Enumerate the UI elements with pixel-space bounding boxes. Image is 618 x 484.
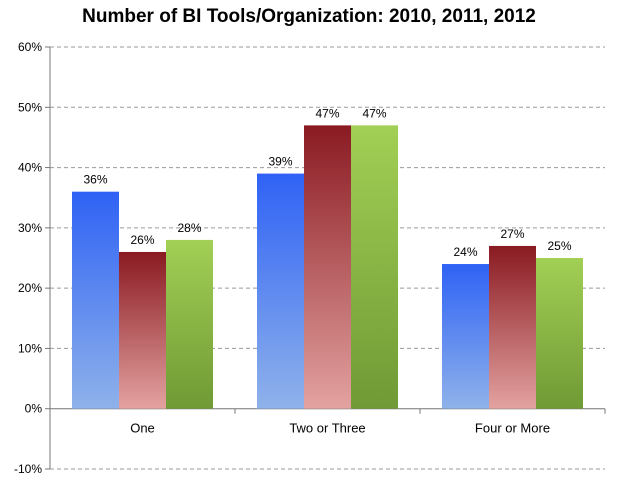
- bar-2012-one: [166, 239, 213, 409]
- data-labels: 36% 26% 28% 39% 47% 47% 24% 27% 25%: [83, 106, 571, 259]
- y-tick-label: 60%: [18, 40, 42, 54]
- data-label: 28%: [177, 221, 201, 235]
- bar-2010-two-or-three: [257, 173, 304, 409]
- x-category-label: Two or Three: [289, 421, 365, 436]
- bar-2010-four-or-more: [442, 264, 489, 409]
- data-label: 47%: [362, 106, 386, 120]
- chart-title: Number of BI Tools/Organization: 2010, 2…: [82, 6, 536, 27]
- data-label: 36%: [83, 173, 107, 187]
- y-tick-label: 30%: [18, 221, 42, 235]
- bar-2010-one: [72, 191, 119, 409]
- y-tick-label: -10%: [14, 462, 42, 476]
- y-tick-label: 50%: [18, 100, 42, 114]
- x-category-label: One: [130, 421, 155, 436]
- data-label: 39%: [268, 155, 292, 169]
- x-category-label: Four or More: [475, 421, 550, 436]
- data-label: 47%: [315, 106, 339, 120]
- data-label: 26%: [130, 233, 154, 247]
- data-label: 27%: [500, 227, 524, 241]
- bar-2011-four-or-more: [489, 245, 536, 409]
- data-label: 25%: [547, 239, 571, 253]
- bar-2011-two-or-three: [304, 125, 351, 409]
- y-tick-label: 0%: [25, 402, 43, 416]
- y-tick-label: 20%: [18, 281, 42, 295]
- bar-2011-one: [119, 251, 166, 409]
- data-label: 24%: [453, 245, 477, 259]
- bars: [72, 125, 583, 409]
- y-tick-label: 10%: [18, 341, 42, 355]
- bar-2012-four-or-more: [536, 258, 583, 409]
- y-tick-label: 40%: [18, 161, 42, 175]
- bar-2012-two-or-three: [351, 125, 398, 409]
